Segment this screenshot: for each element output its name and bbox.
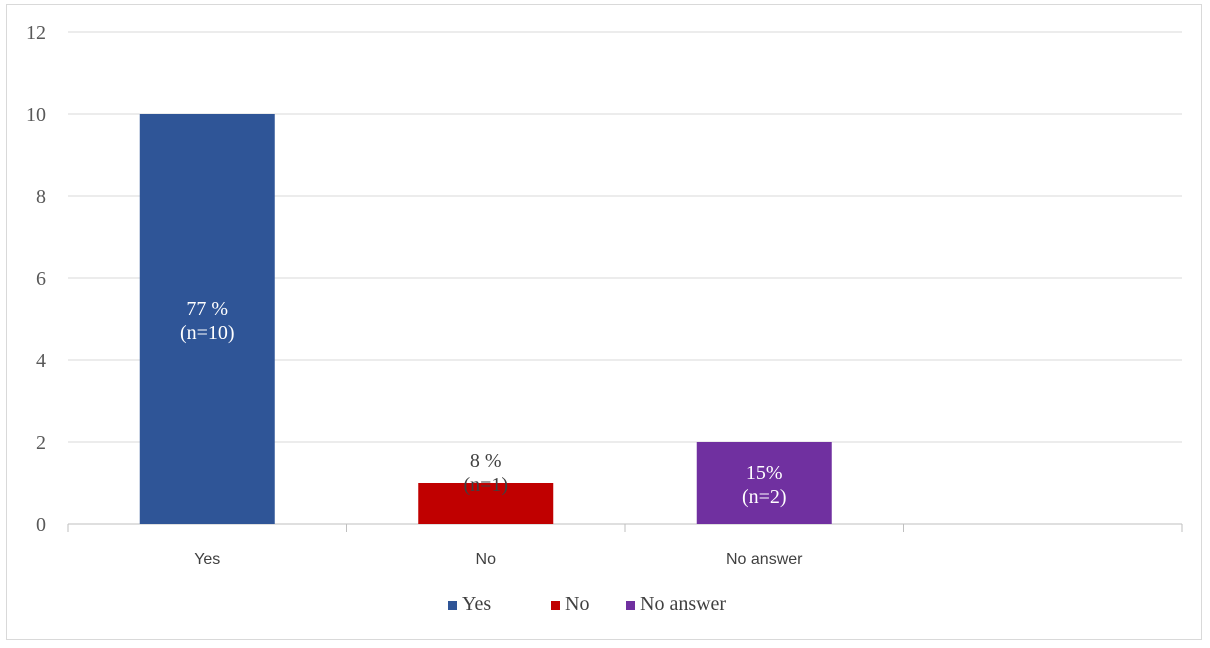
bar-no <box>418 483 554 524</box>
x-tick-label: No <box>476 551 497 568</box>
legend-label: No <box>565 593 589 615</box>
y-tick-label: 12 <box>26 22 46 44</box>
data-label: 15% <box>746 462 783 484</box>
data-label: 8 % <box>470 450 502 472</box>
x-tick-label: Yes <box>194 551 220 568</box>
data-label: (n=2) <box>742 486 787 508</box>
bar-yes <box>139 114 275 524</box>
y-tick-label: 10 <box>26 104 46 126</box>
x-tick-label: No answer <box>726 551 803 568</box>
data-label: (n=10) <box>180 322 235 344</box>
y-tick-label: 2 <box>36 432 46 454</box>
data-label: (n=1) <box>463 474 508 496</box>
y-tick-label: 4 <box>36 350 46 372</box>
legend-swatch <box>626 601 635 610</box>
data-label: 77 % <box>186 298 228 320</box>
legend-swatch <box>448 601 457 610</box>
legend-label: No answer <box>640 593 726 615</box>
bar-no-answer <box>696 442 832 524</box>
legend-swatch <box>551 601 560 610</box>
y-tick-label: 6 <box>36 268 46 290</box>
y-tick-label: 0 <box>36 514 46 536</box>
y-tick-label: 8 <box>36 186 46 208</box>
legend-label: Yes <box>462 593 491 615</box>
